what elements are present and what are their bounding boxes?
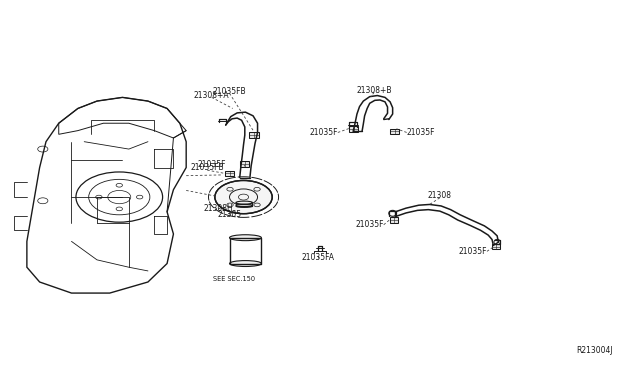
Circle shape — [215, 180, 272, 214]
Text: 21308+B: 21308+B — [356, 86, 392, 94]
Ellipse shape — [230, 260, 261, 266]
Bar — [390, 129, 399, 134]
Bar — [241, 161, 249, 167]
Ellipse shape — [230, 235, 261, 241]
Text: 21305: 21305 — [218, 210, 241, 219]
Bar — [349, 126, 358, 132]
Bar — [390, 217, 398, 223]
Text: R213004J: R213004J — [577, 346, 613, 355]
Text: 21308+A: 21308+A — [194, 91, 230, 100]
Text: 21035F: 21035F — [406, 128, 435, 137]
Text: 21035FB: 21035FB — [190, 163, 224, 172]
Text: 21308H: 21308H — [203, 204, 233, 214]
Text: 21035FA: 21035FA — [301, 253, 335, 262]
Bar — [492, 244, 500, 249]
Text: 21035F: 21035F — [355, 220, 384, 229]
Bar — [225, 171, 234, 176]
Text: 21035F: 21035F — [458, 247, 487, 256]
Text: 21308: 21308 — [428, 191, 452, 200]
Text: 21035F: 21035F — [197, 160, 226, 170]
Bar — [249, 132, 259, 138]
Text: 21035FB: 21035FB — [212, 87, 246, 96]
Ellipse shape — [236, 201, 252, 204]
Text: SEE SEC.150: SEE SEC.150 — [213, 276, 255, 282]
Ellipse shape — [236, 205, 252, 208]
Text: 21035F: 21035F — [309, 128, 338, 137]
